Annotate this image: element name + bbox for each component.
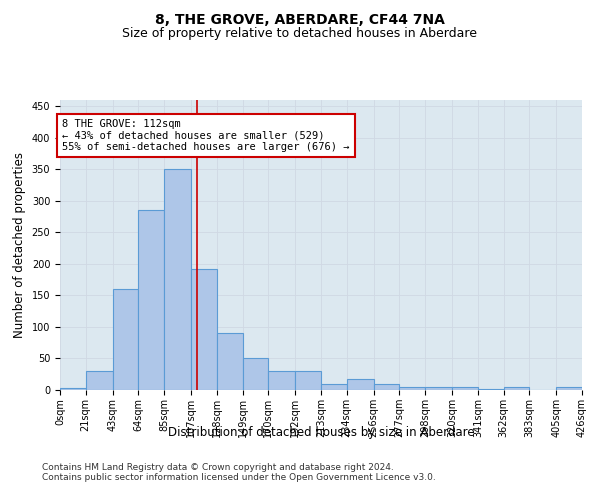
Text: Contains public sector information licensed under the Open Government Licence v3: Contains public sector information licen… <box>42 474 436 482</box>
Bar <box>374 384 400 390</box>
Bar <box>400 387 425 390</box>
Bar <box>295 371 321 390</box>
Bar <box>556 387 582 390</box>
Bar <box>321 384 347 390</box>
Bar <box>86 371 113 390</box>
Bar <box>268 371 295 390</box>
Bar <box>60 388 86 390</box>
Bar <box>503 387 529 390</box>
Bar <box>139 210 164 390</box>
Y-axis label: Number of detached properties: Number of detached properties <box>13 152 26 338</box>
Bar <box>242 358 268 390</box>
Bar <box>425 387 452 390</box>
Bar <box>113 289 139 390</box>
Text: Contains HM Land Registry data © Crown copyright and database right 2024.: Contains HM Land Registry data © Crown c… <box>42 464 394 472</box>
Bar <box>191 269 217 390</box>
Bar <box>217 334 242 390</box>
Bar <box>347 380 374 390</box>
Bar <box>478 388 503 390</box>
Bar <box>164 170 191 390</box>
Text: Distribution of detached houses by size in Aberdare: Distribution of detached houses by size … <box>167 426 475 439</box>
Text: 8 THE GROVE: 112sqm
← 43% of detached houses are smaller (529)
55% of semi-detac: 8 THE GROVE: 112sqm ← 43% of detached ho… <box>62 119 350 152</box>
Bar <box>452 387 478 390</box>
Text: Size of property relative to detached houses in Aberdare: Size of property relative to detached ho… <box>122 28 478 40</box>
Text: 8, THE GROVE, ABERDARE, CF44 7NA: 8, THE GROVE, ABERDARE, CF44 7NA <box>155 12 445 26</box>
